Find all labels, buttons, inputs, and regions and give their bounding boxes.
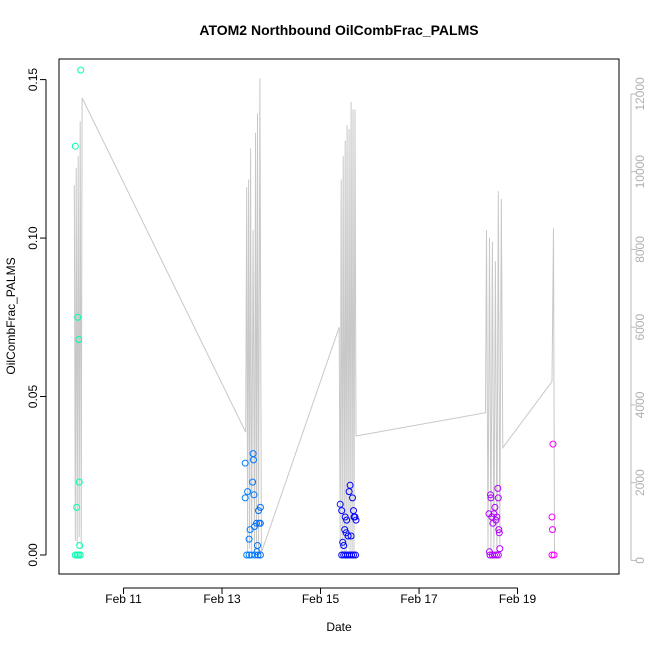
data-point <box>254 542 261 549</box>
y-tick-label-right: 8000 <box>633 236 647 263</box>
data-point <box>492 551 500 559</box>
data-point <box>548 513 556 521</box>
data-point <box>494 551 502 559</box>
data-point <box>494 494 502 502</box>
data-point <box>487 491 494 499</box>
data-point <box>76 542 84 549</box>
data-point <box>492 516 500 524</box>
y-tick-label-left: 0.15 <box>26 68 40 92</box>
data-point <box>345 488 353 496</box>
data-point <box>256 519 264 527</box>
y-tick-label-left: 0.00 <box>26 543 40 567</box>
x-tick-label: Feb 11 <box>105 592 142 606</box>
data-point <box>73 503 81 511</box>
data-point <box>338 507 346 515</box>
data-point <box>341 526 349 534</box>
data-point <box>71 551 79 559</box>
chart-title: ATOM2 Northbound OilCombFrac_PALMS <box>199 22 478 38</box>
y-tick-label-left: 0.10 <box>26 226 40 250</box>
secondary-series-line <box>73 78 555 557</box>
data-point <box>549 526 556 534</box>
data-point <box>491 503 499 511</box>
data-point <box>346 481 354 489</box>
y-tick-label-right: 6000 <box>633 314 647 341</box>
x-tick-label: Feb 15 <box>302 592 340 606</box>
data-point <box>253 519 260 527</box>
data-point <box>495 526 503 534</box>
x-axis: Feb 11 Feb 13 Feb 15 Feb 17 Feb 19 <box>105 587 537 606</box>
y-axis-right: 0 2000 4000 6000 8000 10000 12000 <box>630 77 647 564</box>
data-point <box>243 551 251 559</box>
data-point <box>241 494 249 502</box>
data-point <box>349 494 356 502</box>
y-tick-label-right: 4000 <box>633 391 647 418</box>
data-point <box>336 500 344 508</box>
data-point <box>494 484 502 492</box>
data-point <box>549 440 557 448</box>
y-tick-label-left: 0.05 <box>26 385 40 409</box>
data-point <box>251 551 259 559</box>
y-tick-label-right: 2000 <box>633 469 647 496</box>
data-point <box>351 513 359 521</box>
plot-frame <box>58 58 620 575</box>
data-point <box>241 459 249 467</box>
data-point <box>490 551 498 559</box>
data-point <box>256 503 264 511</box>
data-point <box>493 513 501 521</box>
data-point <box>244 488 252 496</box>
data-point <box>245 535 253 543</box>
data-point <box>256 551 264 559</box>
data-point <box>339 538 347 546</box>
data-point <box>77 66 85 74</box>
data-point <box>75 336 83 343</box>
data-point <box>487 494 495 502</box>
y-tick-label-right: 10000 <box>633 155 647 189</box>
data-point <box>486 548 493 556</box>
secondary-line-layer <box>73 78 555 557</box>
data-point <box>71 142 79 150</box>
x-tick-label: Feb 19 <box>499 592 537 606</box>
data-point <box>340 542 348 549</box>
data-point <box>347 532 355 540</box>
data-point <box>350 551 357 559</box>
data-point <box>74 313 82 321</box>
data-point <box>249 478 257 486</box>
data-point <box>343 516 351 524</box>
data-point <box>495 529 503 537</box>
data-point <box>76 551 84 559</box>
data-point <box>344 532 352 540</box>
data-point <box>352 551 359 559</box>
data-point <box>75 478 83 486</box>
data-point <box>250 456 257 464</box>
data-point <box>250 491 258 499</box>
data-point <box>254 551 262 559</box>
data-point <box>348 551 356 559</box>
y-axis-label: OilCombFrac_PALMS <box>4 257 18 374</box>
y-axis-left: 0.00 0.05 0.10 0.15 <box>26 68 47 567</box>
data-point <box>496 545 504 553</box>
x-tick-label: Feb 13 <box>203 592 241 606</box>
scatter-points-layer <box>71 66 558 559</box>
y-tick-label-right: 12000 <box>633 77 647 111</box>
data-point <box>548 551 556 559</box>
data-point <box>550 551 558 559</box>
data-point <box>352 516 360 524</box>
x-tick-label: Feb 17 <box>400 592 438 606</box>
y-tick-label-right: 0 <box>633 557 647 564</box>
x-axis-label: Date <box>326 620 352 634</box>
